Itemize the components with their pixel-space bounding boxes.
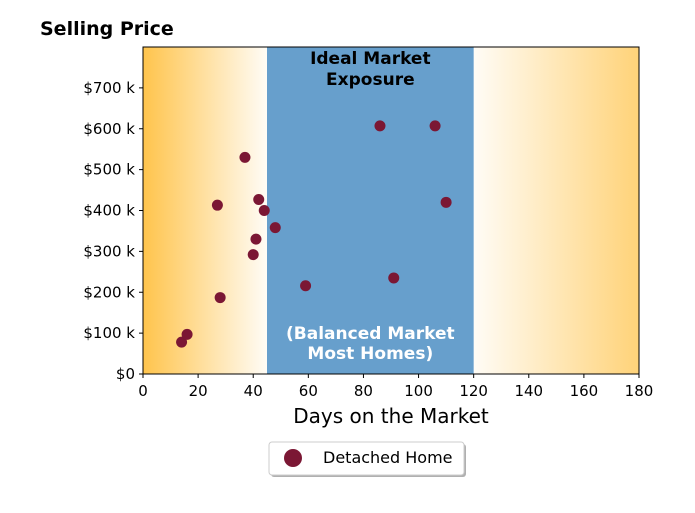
balanced-band-label-line-1: (Balanced Market: [286, 324, 455, 344]
balanced-band-label-line-2: Most Homes): [307, 344, 433, 364]
y-tick-label: $600 k: [83, 120, 135, 138]
data-point: [440, 196, 452, 208]
left-gradient-band: [143, 47, 267, 374]
y-tick-label: $300 k: [83, 242, 135, 260]
x-tick-label: 0: [138, 382, 148, 400]
y-tick-label: $400 k: [83, 202, 135, 220]
data-point: [176, 336, 188, 348]
y-tick-label: $100 k: [83, 324, 135, 342]
data-point: [269, 222, 281, 234]
data-point: [214, 292, 226, 304]
x-tick-label: 60: [299, 382, 318, 400]
x-tick-label: 40: [244, 382, 263, 400]
data-point: [181, 328, 193, 340]
y-tick-label: $700 k: [83, 79, 135, 97]
data-point: [388, 272, 400, 284]
x-tick-label: 80: [354, 382, 373, 400]
x-tick-label: 120: [459, 382, 488, 400]
legend-label: Detached Home: [323, 448, 453, 467]
data-point: [253, 193, 265, 205]
data-point: [374, 120, 386, 132]
x-axis: 0 20 40 60 80 100 120 140 160 180: [138, 374, 653, 400]
data-point: [247, 249, 259, 261]
data-point: [239, 151, 251, 163]
y-tick-label: $0: [116, 365, 135, 383]
x-tick-label: 140: [514, 382, 543, 400]
data-point: [258, 205, 270, 216]
data-point: [250, 233, 262, 245]
right-gradient-band: [473, 47, 639, 374]
x-axis-label: Days on the Market: [293, 404, 489, 428]
data-point: [211, 199, 223, 211]
y-tick-label: $500 k: [83, 161, 135, 179]
ideal-market-band: [267, 47, 474, 374]
ideal-band-label-line-1: Ideal Market: [310, 49, 431, 69]
x-tick-label: 180: [625, 382, 654, 400]
y-axis: $0 $100 k $200 k $300 k $400 k $500 k $600 k $7…: [83, 79, 143, 383]
x-tick-label: 100: [404, 382, 433, 400]
x-tick-label: 160: [570, 382, 599, 400]
chart-title: Selling Price: [40, 18, 174, 40]
x-tick-label: 20: [189, 382, 208, 400]
legend-box: [268, 441, 465, 476]
scatter-points: [176, 120, 452, 348]
y-tick-label: $200 k: [83, 283, 135, 301]
ideal-band-label-line-2: Exposure: [326, 70, 415, 90]
legend: Detached Home: [268, 441, 466, 477]
legend-marker: [284, 449, 302, 467]
data-point: [300, 280, 312, 292]
data-point: [429, 120, 441, 132]
plot-area: [143, 47, 639, 374]
